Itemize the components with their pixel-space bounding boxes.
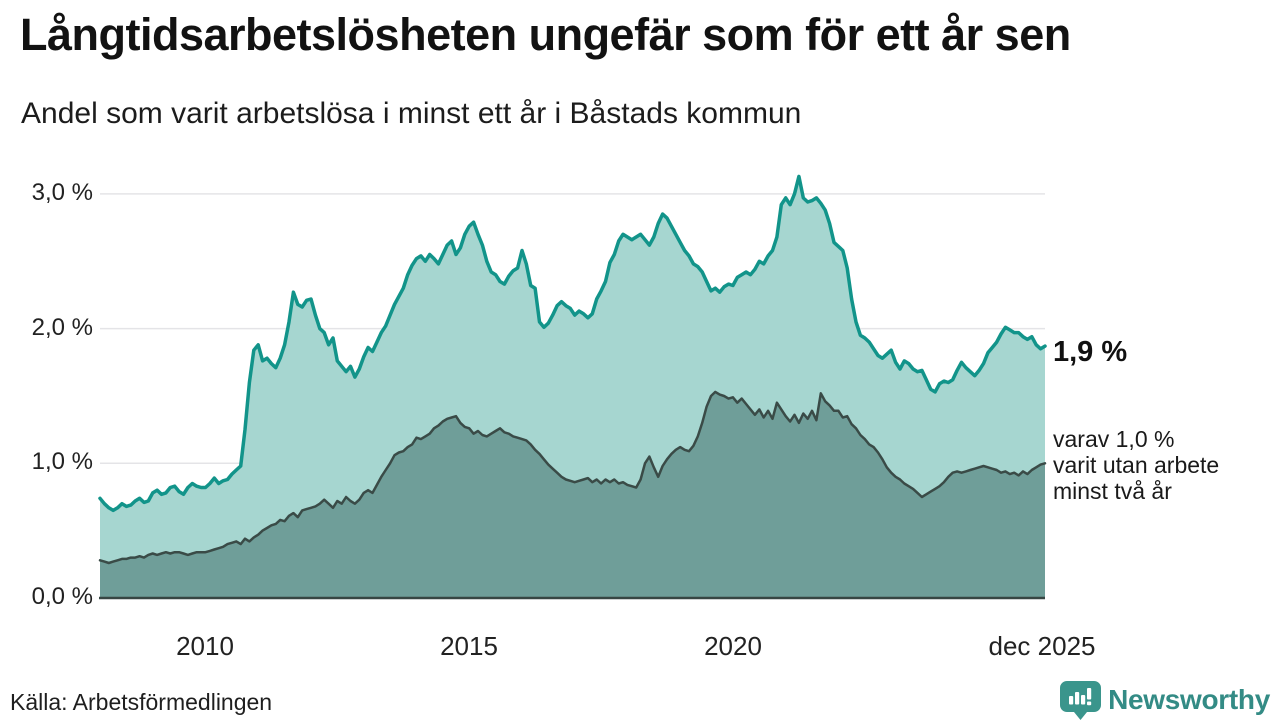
annotation-line: varav 1,0 %: [1053, 426, 1175, 452]
newsworthy-logo: Newsworthy: [1060, 680, 1270, 720]
newsworthy-wordmark: Newsworthy: [1108, 684, 1270, 715]
x-axis-tick-label: 2020: [704, 631, 762, 661]
series-end-value-label: 1,9 %: [1053, 336, 1128, 368]
annotation-line: minst två år: [1053, 478, 1172, 504]
y-axis-tick-label: 3,0 %: [31, 179, 93, 206]
series-secondary-annotation: varav 1,0 % varit utan arbete minst två …: [1053, 426, 1219, 504]
x-axis-tick-label: 2015: [440, 631, 498, 661]
y-axis-tick-label: 2,0 %: [31, 314, 93, 341]
newsworthy-logo-icon: [1060, 680, 1102, 720]
chart-subtitle: Andel som varit arbetslösa i minst ett å…: [21, 97, 802, 130]
y-axis-tick-label: 0,0 %: [31, 583, 93, 610]
annotation-line: varit utan arbete: [1053, 452, 1220, 478]
x-axis-tick-label: dec 2025: [988, 631, 1096, 661]
page-title: Långtidsarbetslösheten ungefär som för e…: [20, 9, 1071, 60]
y-axis-tick-label: 1,0 %: [31, 448, 93, 475]
x-axis-tick-label: 2010: [176, 631, 234, 661]
source-attribution: Källa: Arbetsförmedlingen: [10, 689, 273, 715]
